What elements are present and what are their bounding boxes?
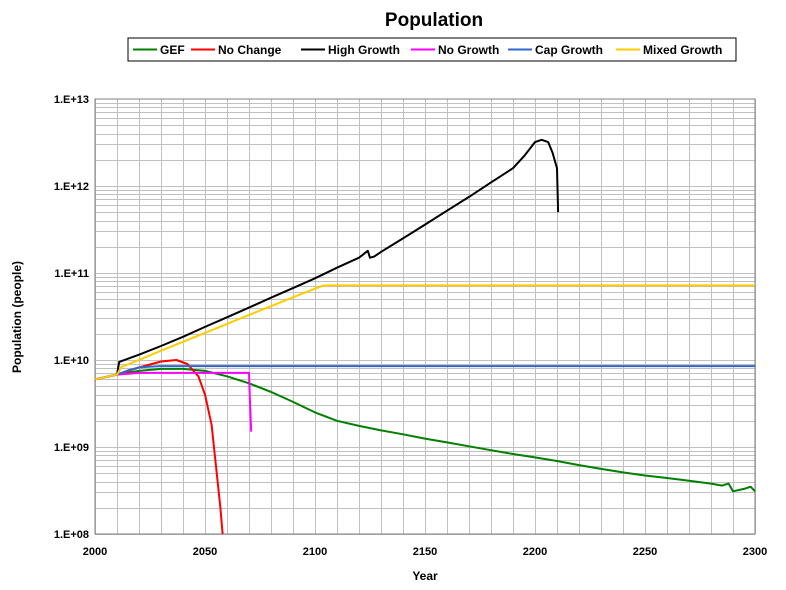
legend-label: No Growth	[438, 43, 499, 57]
x-tick-label: 2250	[633, 546, 657, 558]
chart-title: Population	[385, 10, 483, 31]
x-axis-title: Year	[412, 569, 438, 583]
legend-entry-mixed-growth: Mixed Growth	[616, 43, 722, 57]
legend-label: Cap Growth	[535, 43, 603, 57]
legend-entry-cap-growth: Cap Growth	[508, 43, 603, 57]
y-axis-ticks: 1.E+08 1.E+09 1.E+10 1.E+11 1.E+12 1.E+13	[54, 94, 89, 541]
x-tick-label: 2300	[743, 546, 767, 558]
series-layer	[94, 138, 756, 535]
legend-entry-no-change: No Change	[191, 43, 282, 57]
x-tick-label: 2200	[523, 546, 547, 558]
series-line-no-growth	[94, 371, 253, 432]
y-tick-label: 1.E+13	[54, 94, 89, 106]
legend-label: Mixed Growth	[643, 43, 722, 57]
y-tick-label: 1.E+10	[54, 355, 89, 367]
legend-entry-high-growth: High Growth	[301, 43, 400, 57]
y-tick-label: 1.E+08	[54, 529, 89, 541]
y-tick-label: 1.E+12	[54, 181, 89, 193]
legend-entry-gef: GEF	[133, 43, 185, 57]
plot-area	[94, 98, 756, 535]
plot-border	[94, 98, 756, 535]
legend-label: No Change	[218, 43, 282, 57]
legend-label: High Growth	[328, 43, 400, 57]
x-axis-ticks: 2000 2050 2100 2150 2200 2250 2300	[83, 546, 767, 558]
y-axis-title: Population (people)	[10, 261, 24, 373]
x-tick-label: 2000	[83, 546, 107, 558]
series-line-high-growth	[94, 138, 560, 381]
x-tick-label: 2100	[303, 546, 327, 558]
legend-entry-no-growth: No Growth	[411, 43, 499, 57]
legend: GEF No Change High Growth No Growth Cap Grow…	[127, 37, 737, 62]
x-tick-label: 2150	[413, 546, 437, 558]
y-tick-label: 1.E+09	[54, 442, 89, 454]
series-line-gef	[94, 367, 756, 493]
x-tick-label: 2050	[193, 546, 217, 558]
series-line-mixed-growth	[94, 284, 755, 381]
legend-label: GEF	[160, 43, 185, 57]
y-tick-label: 1.E+11	[54, 268, 89, 280]
